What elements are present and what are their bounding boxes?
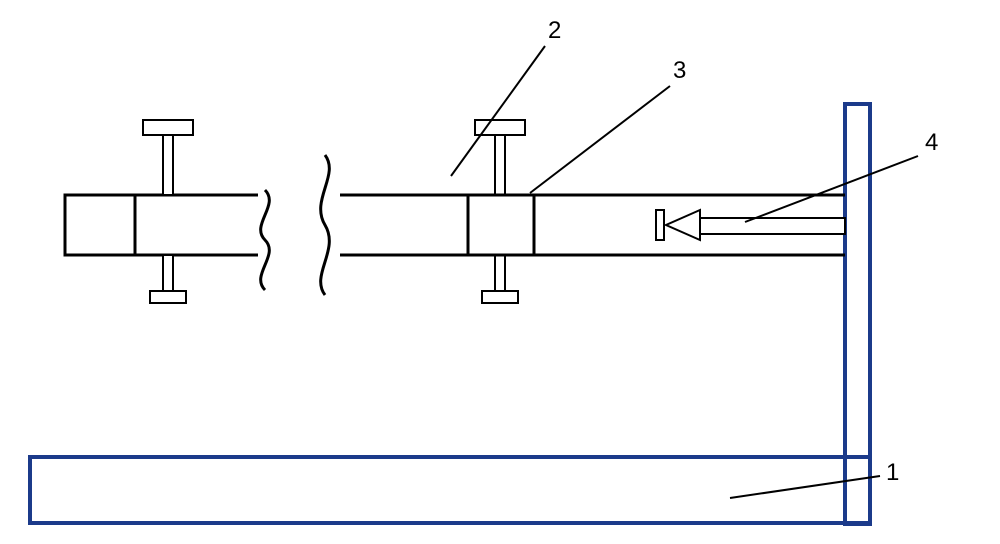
clamp-1-bot-stem <box>495 255 505 291</box>
break-mark-right <box>321 155 330 295</box>
beam-left-cap <box>65 195 135 255</box>
leader-line-1 <box>530 86 670 193</box>
clamp-1-top-stem <box>495 135 505 195</box>
label-2: 2 <box>548 17 561 44</box>
leader-line-3 <box>730 476 880 498</box>
leader-line-2 <box>745 156 918 222</box>
clamp-0-top-cap <box>143 120 193 135</box>
engineering-diagram: 2 3 4 1 <box>0 0 1000 544</box>
label-3: 3 <box>673 57 686 84</box>
base-plate <box>30 457 870 523</box>
probe-tip-plate <box>656 210 664 240</box>
clamp-0-bot-cap <box>150 291 186 303</box>
label-4: 4 <box>925 129 938 156</box>
clamp-0-top-stem <box>163 135 173 195</box>
clamp-1-bot-cap <box>482 291 518 303</box>
label-1: 1 <box>886 459 899 486</box>
probe-shaft <box>700 218 845 234</box>
clamp-0-bot-stem <box>163 255 173 291</box>
break-mark-left <box>261 190 270 290</box>
upright-post <box>845 104 870 524</box>
clamp-body <box>468 195 534 255</box>
probe-tip-triangle <box>666 210 700 240</box>
